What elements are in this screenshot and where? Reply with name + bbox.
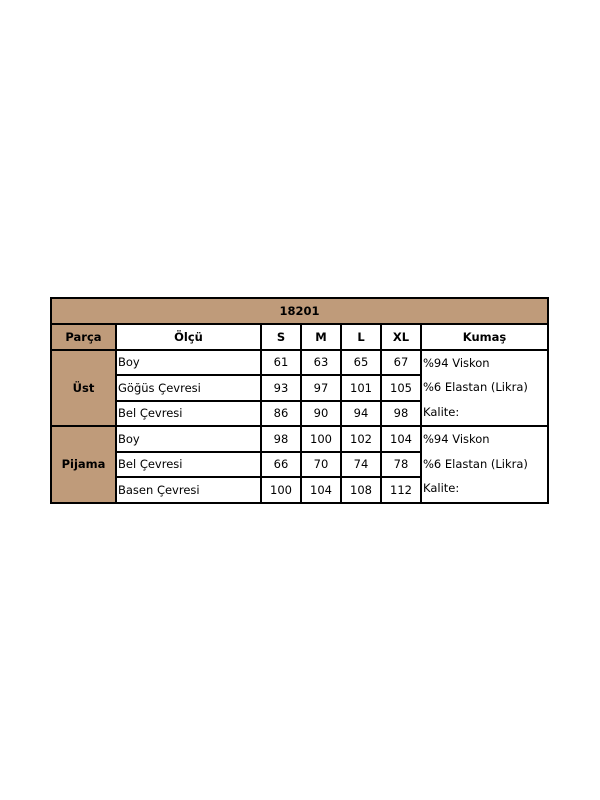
size-value-cell: 93 <box>260 374 302 402</box>
part-cell: Pijama <box>50 425 117 504</box>
table-row: Göğüs Çevresi 93 97 101 105 <box>51 374 548 402</box>
measure-cell: Basen Çevresi <box>115 476 262 504</box>
size-value-cell: 74 <box>340 450 382 478</box>
header-row: Parça Ölçü S M L XL Kumaş <box>50 323 550 351</box>
measure-cell: Bel Çevresi <box>115 450 262 478</box>
table-title: 18201 <box>49 297 550 325</box>
size-value-cell: 102 <box>340 425 382 453</box>
size-value-cell: 98 <box>260 425 302 453</box>
size-value-cell: 97 <box>300 374 342 402</box>
header-measure: Ölçü <box>115 323 262 351</box>
size-value-cell: 100 <box>260 476 302 504</box>
size-value-cell: 100 <box>300 425 342 453</box>
size-value-cell: 61 <box>260 348 302 376</box>
header-s: S <box>260 323 302 351</box>
header-part: Parça <box>50 323 117 351</box>
table-row: Pijama Boy 98 100 102 104 %94 Viskon %6 Elastan… <box>50 425 550 504</box>
size-value-cell: 86 <box>260 399 302 427</box>
fabric-line: %6 Elastan (Likra) <box>423 456 528 471</box>
size-value-cell: 101 <box>340 374 382 402</box>
fabric-line: Kalite: <box>423 404 460 419</box>
part-cell: Üst <box>50 348 117 427</box>
table-row: Basen Çevresi 100 104 108 112 <box>51 476 548 504</box>
header-xl: XL <box>380 323 422 351</box>
size-value-cell: 112 <box>380 476 422 504</box>
measure-cell: Bel Çevresi <box>115 399 262 427</box>
header-m: M <box>300 323 342 351</box>
size-value-cell: 66 <box>260 450 302 478</box>
header-l: L <box>340 323 382 351</box>
size-value-cell: 104 <box>380 425 422 453</box>
measure-cell: Boy <box>115 425 262 453</box>
size-value-cell: 104 <box>300 476 342 504</box>
size-value-cell: 70 <box>300 450 342 478</box>
fabric-cell: %94 Viskon %6 Elastan (Likra) Kalite: <box>419 425 550 504</box>
size-value-cell: 90 <box>300 399 342 427</box>
size-value-cell: 65 <box>340 348 382 376</box>
table-row: Bel Çevresi 66 70 74 78 <box>51 450 548 478</box>
size-value-cell: 67 <box>380 348 422 376</box>
measure-cell: Göğüs Çevresi <box>115 374 262 402</box>
size-chart-table: 18201 Parça Ölçü S M L XL Kumaş Üst Boy 61… <box>49 297 550 504</box>
table-row: Bel Çevresi 86 90 94 98 <box>51 399 548 427</box>
measure-cell: Boy <box>115 348 262 376</box>
size-value-cell: 105 <box>380 374 422 402</box>
table-row: Üst Boy 61 63 65 67 %94 Viskon %6 Elastan (Likr… <box>50 348 550 427</box>
fabric-line: %94 Viskon <box>423 432 490 446</box>
fabric-line: Kalite: <box>423 481 460 495</box>
size-value-cell: 78 <box>380 450 422 478</box>
size-value-cell: 94 <box>340 399 382 427</box>
fabric-line: %94 Viskon <box>423 355 490 370</box>
fabric-line: %6 Elastan (Likra) <box>423 380 528 394</box>
header-fabric: Kumaş <box>419 323 550 351</box>
fabric-cell: %94 Viskon %6 Elastan (Likra) Kalite: <box>419 348 550 427</box>
size-value-cell: 63 <box>300 348 342 376</box>
size-value-cell: 108 <box>340 476 382 504</box>
size-value-cell: 98 <box>380 399 422 427</box>
